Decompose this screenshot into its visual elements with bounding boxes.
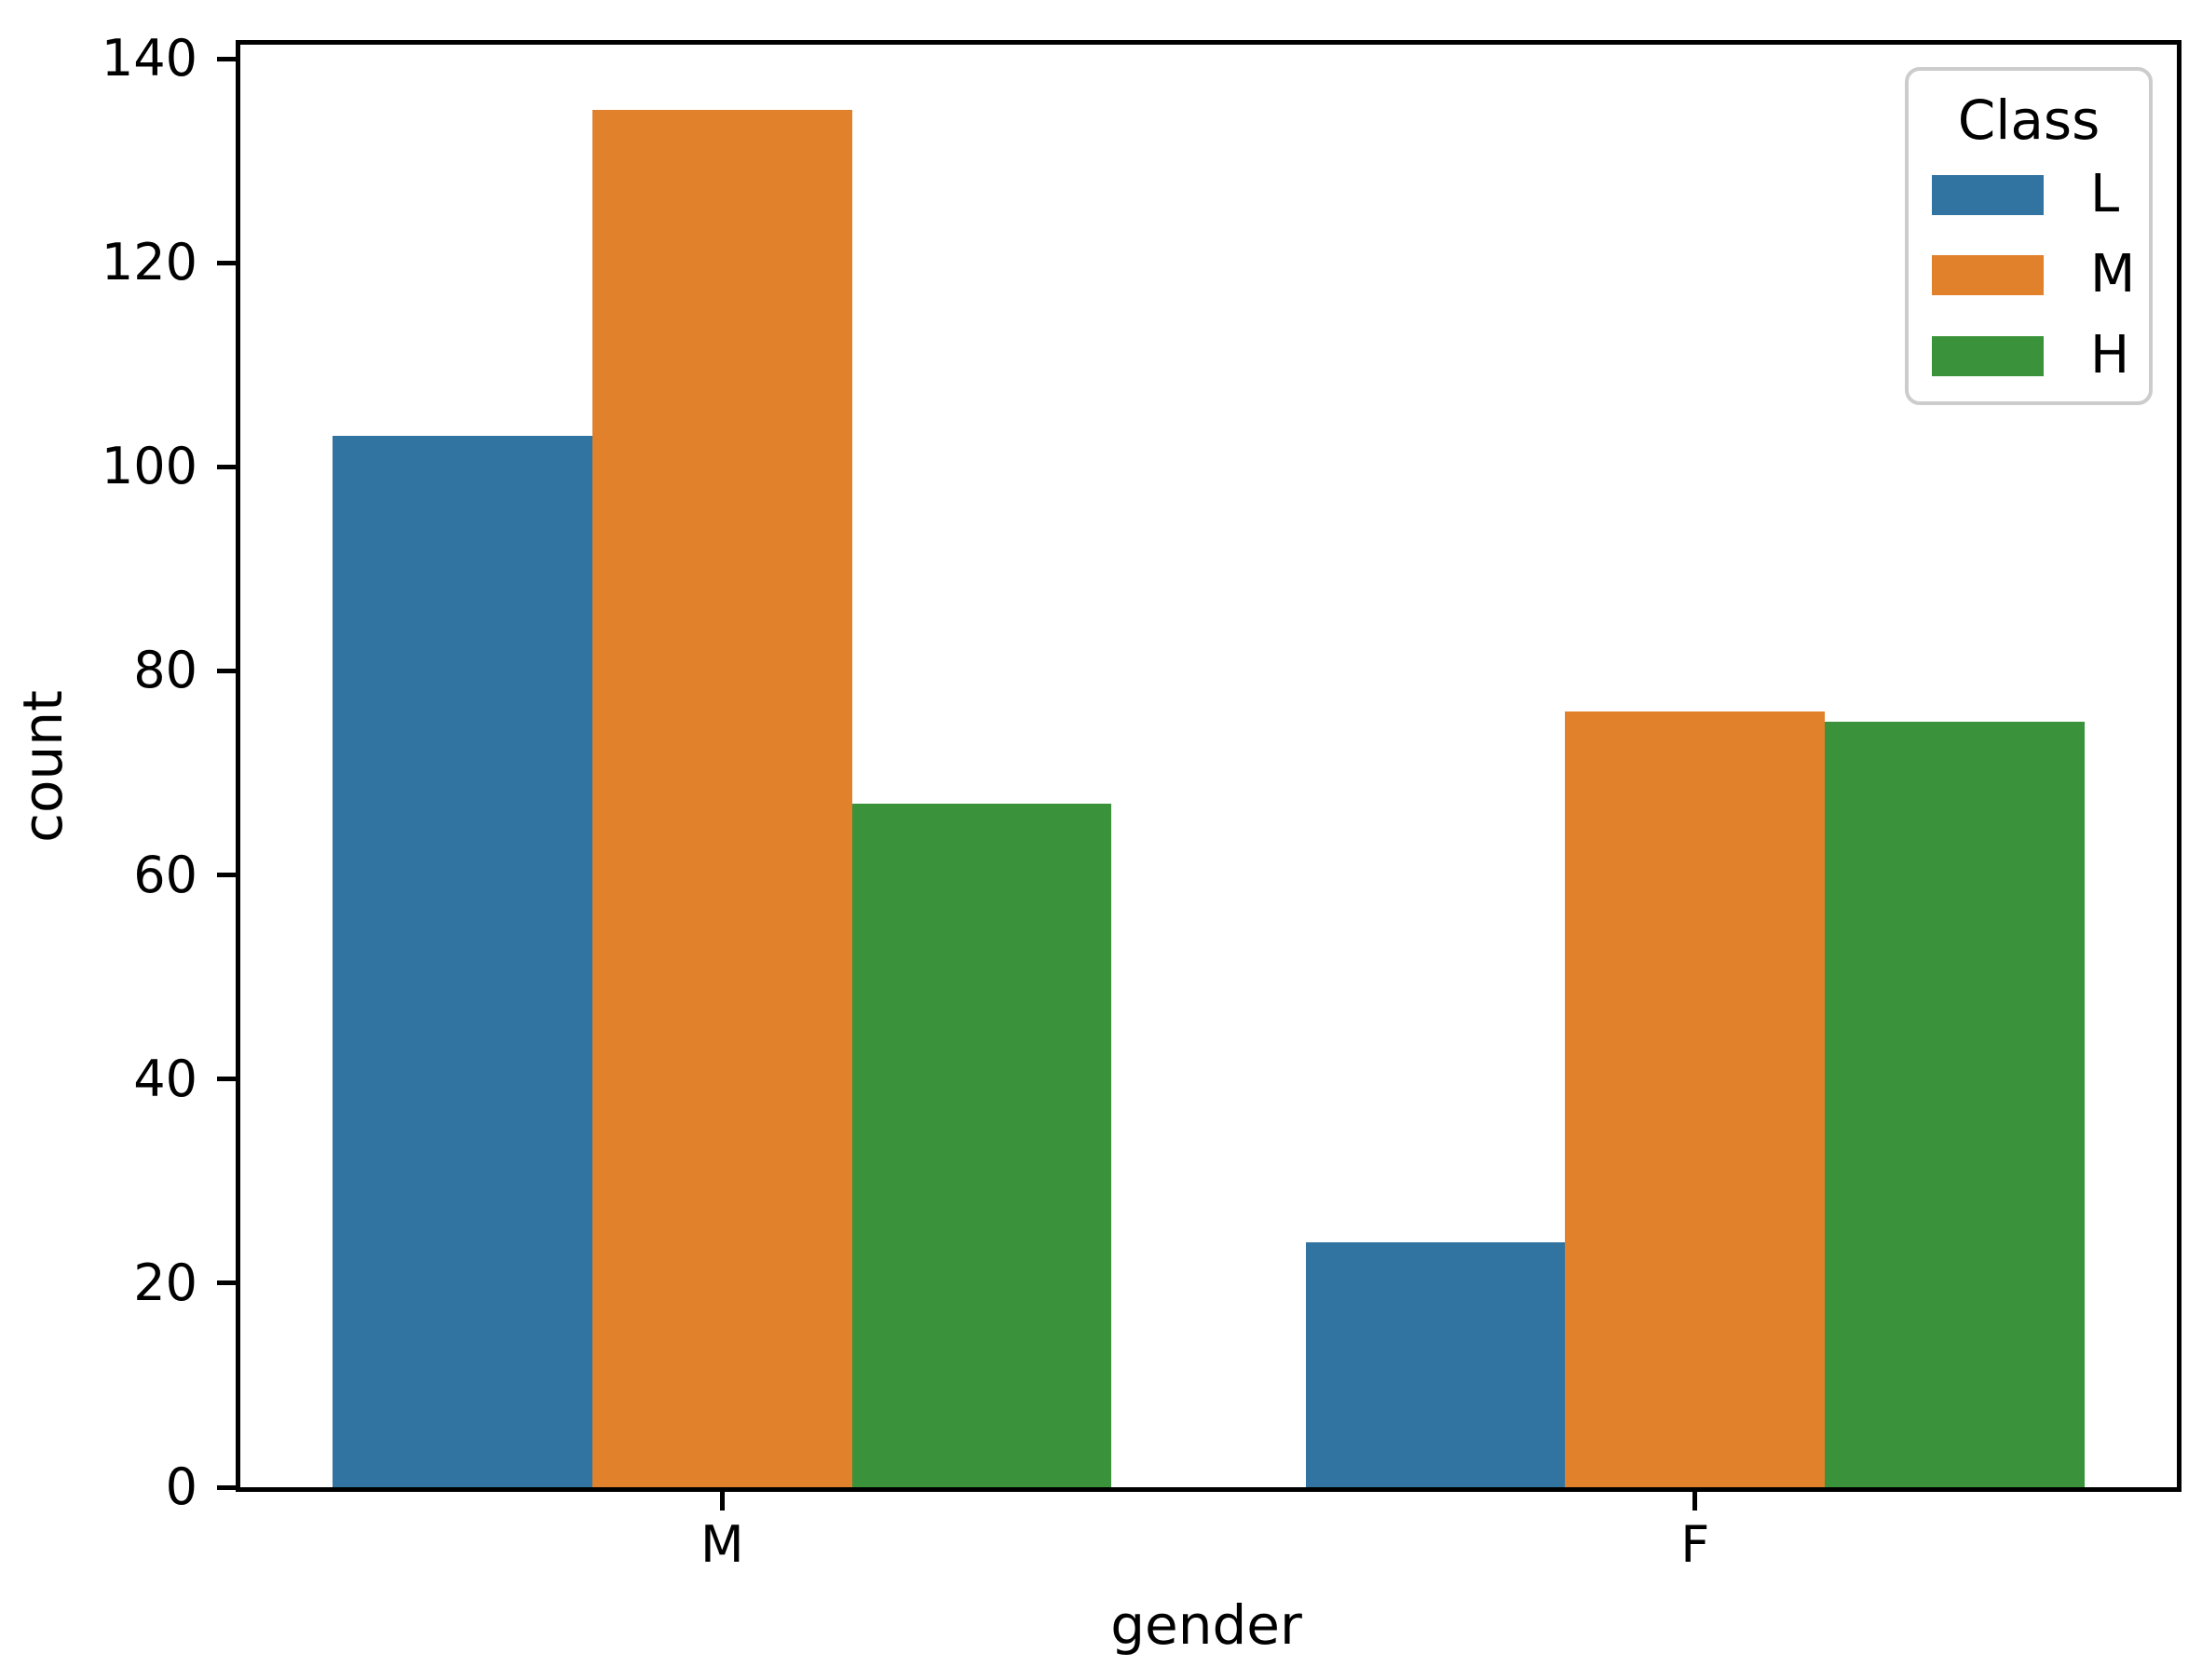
- y-tick: [217, 873, 236, 878]
- legend-entry-L: L: [1909, 167, 2149, 223]
- y-tick-label: 120: [101, 233, 197, 292]
- legend-entry-H: H: [1909, 328, 2149, 384]
- x-axis-label: gender: [1110, 1593, 1302, 1657]
- bar-F-M: [1565, 711, 1825, 1487]
- x-tick: [719, 1492, 725, 1511]
- y-tick: [217, 668, 236, 673]
- y-axis-label: count: [11, 690, 75, 843]
- bar-M-H: [851, 803, 1112, 1487]
- y-tick: [217, 1077, 236, 1082]
- bar-F-L: [1305, 1242, 1566, 1487]
- y-tick-label: 20: [133, 1253, 197, 1312]
- legend-title: Class: [1957, 88, 2100, 152]
- y-tick-label: 80: [133, 641, 197, 700]
- legend-entry-label: L: [2090, 164, 2120, 224]
- bar-F-H: [1825, 722, 2085, 1487]
- y-tick: [217, 1484, 236, 1490]
- y-tick: [217, 260, 236, 265]
- y-tick: [217, 1280, 236, 1286]
- bar-M-L: [333, 436, 592, 1487]
- legend-entry-label: M: [2090, 244, 2136, 305]
- bar-M-M: [591, 109, 852, 1487]
- y-tick: [217, 464, 236, 469]
- y-tick-label: 0: [165, 1457, 197, 1516]
- legend-swatch-L: [1932, 175, 2044, 215]
- legend-swatch-H: [1932, 336, 2044, 376]
- x-tick: [1692, 1492, 1698, 1511]
- x-tick-label: F: [1680, 1515, 1710, 1574]
- legend-entry-label: H: [2090, 325, 2130, 386]
- y-tick-label: 100: [101, 437, 197, 496]
- x-tick-label: M: [700, 1515, 744, 1574]
- legend-swatch-M: [1932, 255, 2044, 295]
- y-tick-label: 40: [133, 1049, 197, 1108]
- y-tick-label: 140: [101, 29, 197, 88]
- legend-entry-M: M: [1909, 247, 2149, 303]
- y-tick: [217, 56, 236, 61]
- y-tick-label: 60: [133, 845, 197, 904]
